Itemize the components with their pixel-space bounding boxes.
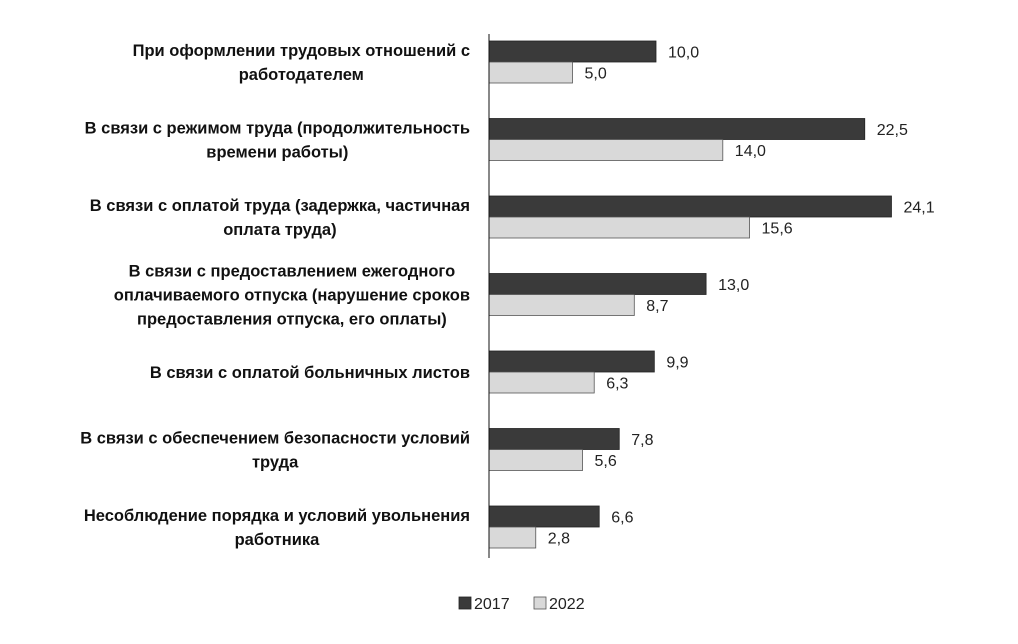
value-label-2017-1: 22,5 [877, 122, 908, 139]
bar-2022-2 [488, 216, 750, 239]
value-label-2017-3: 13,0 [718, 277, 749, 294]
legend-label-2017: 2017 [474, 596, 510, 613]
legend: 2017 2022 [458, 596, 585, 613]
legend-label-2022: 2022 [549, 596, 585, 613]
bar-2022-6 [488, 526, 537, 549]
bar-2017-6 [488, 505, 600, 528]
bar-2017-2 [488, 195, 892, 218]
bar-2017-3 [488, 273, 707, 295]
value-label-2022-6: 2,8 [548, 531, 570, 548]
bar-2022-4 [488, 371, 595, 394]
value-label-2022-0: 5,0 [585, 66, 607, 83]
value-label-2022-4: 6,3 [606, 376, 628, 393]
value-label-2017-0: 10,0 [668, 45, 699, 62]
category-label-0: При оформлении трудовых отношений с работ… [133, 42, 470, 84]
bar-2022-0 [488, 61, 573, 84]
value-label-2017-5: 7,8 [631, 432, 653, 449]
value-label-2022-3: 8,7 [646, 298, 668, 315]
value-label-2022-1: 14,0 [735, 143, 766, 160]
bar-2022-5 [488, 449, 583, 471]
bar-2017-1 [488, 118, 866, 140]
bar-2022-3 [488, 294, 635, 316]
bar-2022-1 [488, 139, 724, 161]
category-label-4: В связи с оплатой больничных листов [150, 364, 470, 382]
bars-layer [488, 40, 892, 549]
value-label-2022-5: 5,6 [595, 453, 617, 470]
labels-layer: 10,0 5,0 При оформлении трудовых отношений… [80, 42, 934, 549]
value-label-2017-6: 6,6 [611, 510, 633, 527]
legend-swatch-2022 [533, 596, 547, 610]
value-label-2017-4: 9,9 [666, 355, 688, 372]
legend-swatch-2017 [458, 596, 472, 610]
category-label-6: Несоблюдение порядка и условий увольнени… [84, 507, 470, 549]
bar-2017-0 [488, 40, 657, 63]
category-label-1: В связи с режимом труда (продолжительнос… [85, 120, 470, 162]
category-label-5: В связи с обеспечением безопасности усло… [80, 430, 470, 472]
category-label-2: В связи с оплатой труда (задержка, части… [90, 197, 470, 239]
category-label-3: В связи с предоставлением ежегодного опла… [114, 263, 470, 329]
bar-2017-5 [488, 428, 620, 450]
value-label-2017-2: 24,1 [903, 200, 934, 217]
bar-2017-4 [488, 350, 655, 373]
value-label-2022-2: 15,6 [762, 221, 793, 238]
